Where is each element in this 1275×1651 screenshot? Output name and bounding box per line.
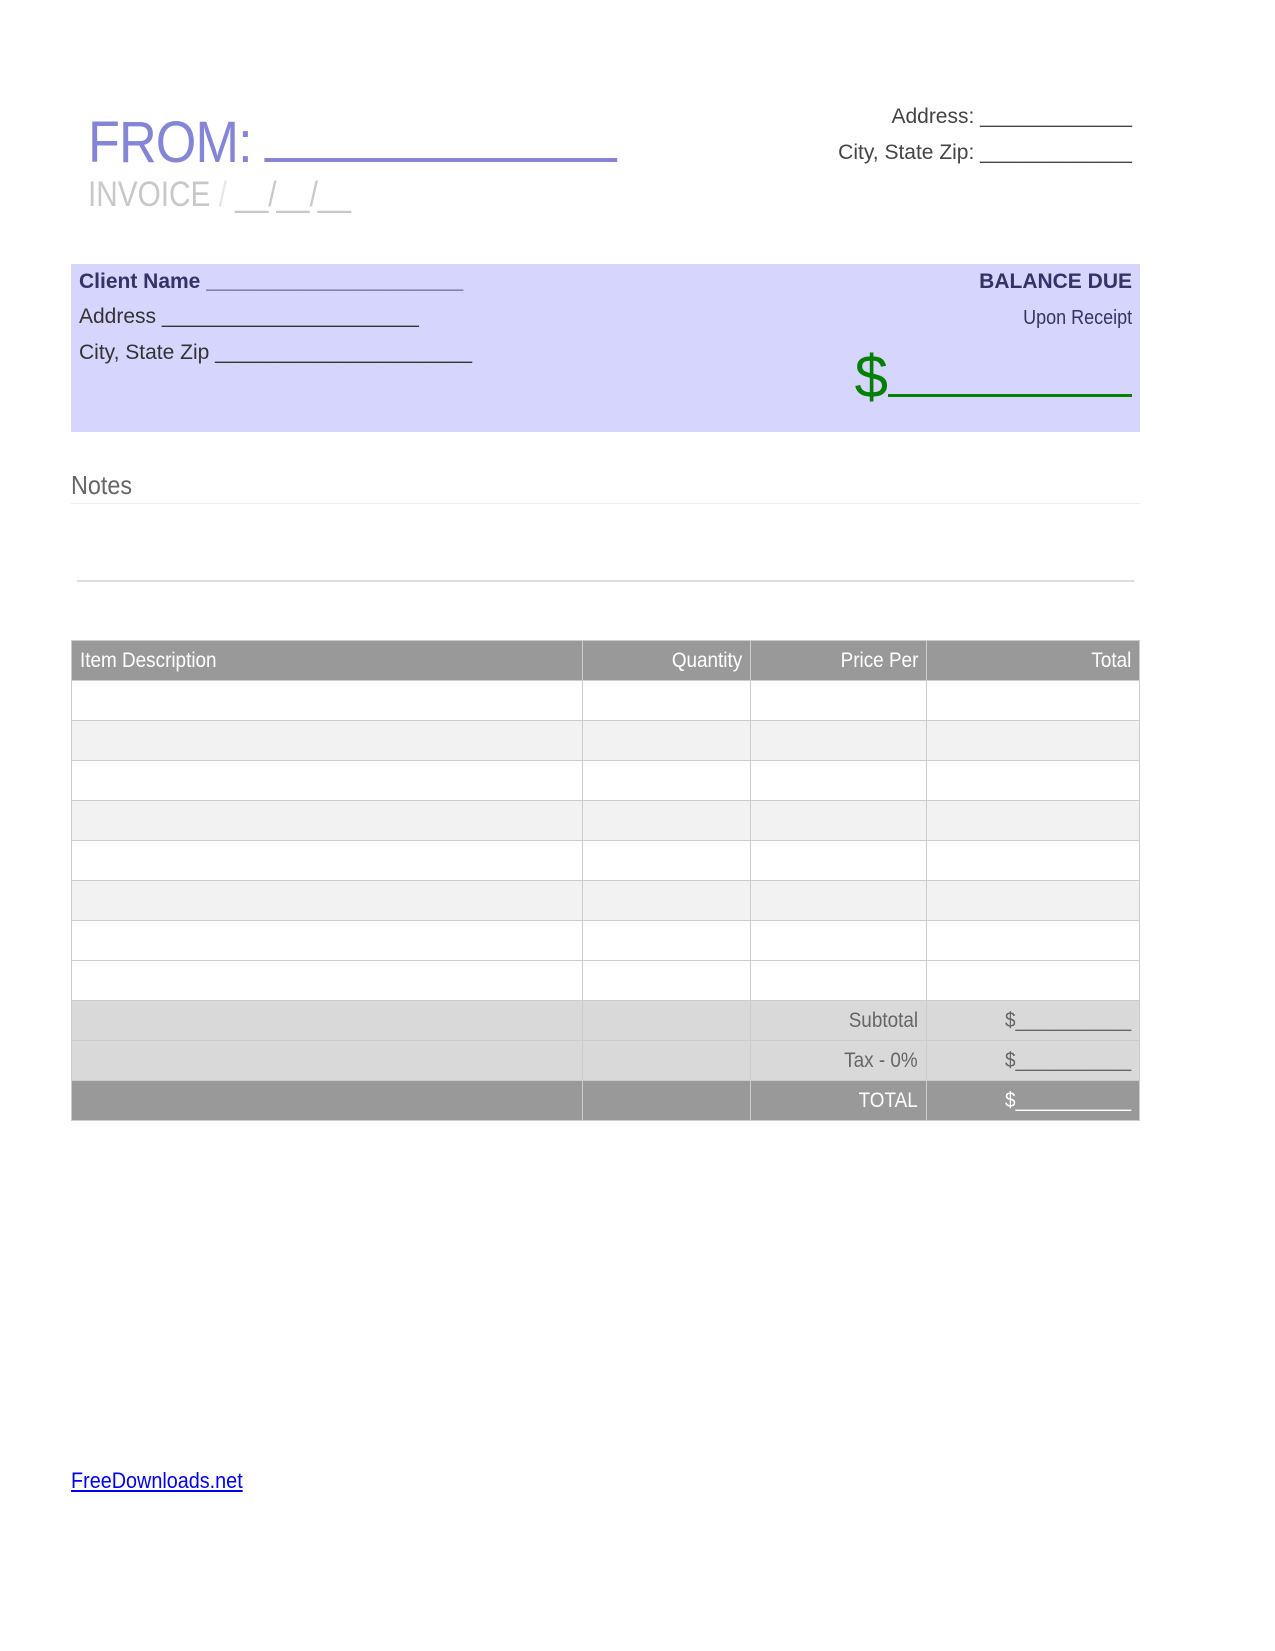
header-total: Total bbox=[926, 640, 1140, 681]
cell-description[interactable] bbox=[71, 800, 583, 841]
cell-total[interactable] bbox=[926, 760, 1140, 801]
cell-price[interactable] bbox=[750, 720, 927, 761]
items-table: Item Description Quantity Price Per Tota… bbox=[71, 640, 1140, 1121]
cell-quantity[interactable] bbox=[582, 920, 751, 961]
table-row bbox=[71, 880, 1140, 921]
summary-blank bbox=[582, 1000, 751, 1041]
notes-line[interactable] bbox=[77, 580, 1134, 582]
cell-total[interactable] bbox=[926, 680, 1140, 721]
cell-quantity[interactable] bbox=[582, 760, 751, 801]
cell-price[interactable] bbox=[750, 920, 927, 961]
header-description: Item Description bbox=[71, 640, 583, 681]
summary-label: Subtotal bbox=[750, 1000, 927, 1041]
footer-link[interactable]: FreeDownloads.net bbox=[71, 1468, 243, 1493]
invoice-date-line: INVOICE / __/__/__ bbox=[88, 175, 351, 215]
table-row bbox=[71, 760, 1140, 801]
balance-due-title: BALANCE DUE bbox=[979, 270, 1132, 293]
cell-price[interactable] bbox=[750, 960, 927, 1001]
date-separator: / bbox=[218, 175, 227, 214]
sender-city[interactable]: City, State Zip: _____________ bbox=[838, 141, 1132, 164]
summary-row: Tax - 0% $___________ bbox=[71, 1040, 1140, 1081]
table-header: Item Description Quantity Price Per Tota… bbox=[71, 640, 1140, 681]
cell-description[interactable] bbox=[71, 840, 583, 881]
cell-description[interactable] bbox=[71, 920, 583, 961]
header-quantity: Quantity bbox=[582, 640, 751, 681]
summary-row: TOTAL $___________ bbox=[71, 1080, 1140, 1121]
amount-blank bbox=[888, 354, 1132, 397]
cell-total[interactable] bbox=[926, 840, 1140, 881]
summary-blank bbox=[71, 1080, 583, 1121]
notes-label: Notes bbox=[71, 470, 133, 500]
client-city-field[interactable]: City, State Zip ______________________ bbox=[79, 341, 473, 364]
summary-value[interactable]: $___________ bbox=[926, 1040, 1140, 1081]
cell-price[interactable] bbox=[750, 760, 927, 801]
cell-total[interactable] bbox=[926, 960, 1140, 1001]
cell-quantity[interactable] bbox=[582, 680, 751, 721]
cell-price[interactable] bbox=[750, 800, 927, 841]
table-row bbox=[71, 680, 1140, 721]
cell-quantity[interactable] bbox=[582, 800, 751, 841]
invoice-label: INVOICE bbox=[88, 175, 211, 214]
cell-total[interactable] bbox=[926, 880, 1140, 921]
client-name-field[interactable]: Client Name ______________________ bbox=[79, 270, 464, 293]
summary-label: TOTAL bbox=[750, 1080, 927, 1121]
invoice-date-field[interactable]: __/__/__ bbox=[235, 175, 351, 214]
cell-quantity[interactable] bbox=[582, 840, 751, 881]
table-row bbox=[71, 800, 1140, 841]
client-address-field[interactable]: Address ______________________ bbox=[79, 305, 419, 328]
cell-price[interactable] bbox=[750, 680, 927, 721]
client-band: Client Name ______________________ Addre… bbox=[71, 264, 1140, 432]
summary-value[interactable]: $___________ bbox=[926, 1000, 1140, 1041]
summary-blank bbox=[582, 1040, 751, 1081]
table-row bbox=[71, 720, 1140, 761]
cell-total[interactable] bbox=[926, 800, 1140, 841]
header-price: Price Per bbox=[750, 640, 927, 681]
payment-terms: Upon Receipt bbox=[1022, 307, 1132, 329]
cell-quantity[interactable] bbox=[582, 960, 751, 1001]
cell-price[interactable] bbox=[750, 840, 927, 881]
table-row bbox=[71, 840, 1140, 881]
sender-address[interactable]: Address: _____________ bbox=[891, 105, 1132, 128]
notes-divider bbox=[71, 503, 1140, 504]
summary-blank bbox=[582, 1080, 751, 1121]
summary-label: Tax - 0% bbox=[750, 1040, 927, 1081]
table-row bbox=[71, 960, 1140, 1001]
cell-price[interactable] bbox=[750, 880, 927, 921]
cell-description[interactable] bbox=[71, 760, 583, 801]
balance-amount-field[interactable]: $ bbox=[855, 342, 1132, 411]
cell-quantity[interactable] bbox=[582, 880, 751, 921]
cell-description[interactable] bbox=[71, 880, 583, 921]
cell-description[interactable] bbox=[71, 960, 583, 1001]
cell-description[interactable] bbox=[71, 680, 583, 721]
summary-value[interactable]: $___________ bbox=[926, 1080, 1140, 1121]
table-row bbox=[71, 920, 1140, 961]
from-heading: FROM: bbox=[88, 106, 618, 176]
from-label: FROM: bbox=[88, 110, 253, 175]
summary-row: Subtotal $___________ bbox=[71, 1000, 1140, 1041]
summary-blank bbox=[71, 1040, 583, 1081]
cell-description[interactable] bbox=[71, 720, 583, 761]
cell-total[interactable] bbox=[926, 920, 1140, 961]
currency-symbol: $ bbox=[854, 343, 888, 410]
from-blank[interactable] bbox=[264, 106, 618, 162]
cell-quantity[interactable] bbox=[582, 720, 751, 761]
summary-blank bbox=[71, 1000, 583, 1041]
cell-total[interactable] bbox=[926, 720, 1140, 761]
